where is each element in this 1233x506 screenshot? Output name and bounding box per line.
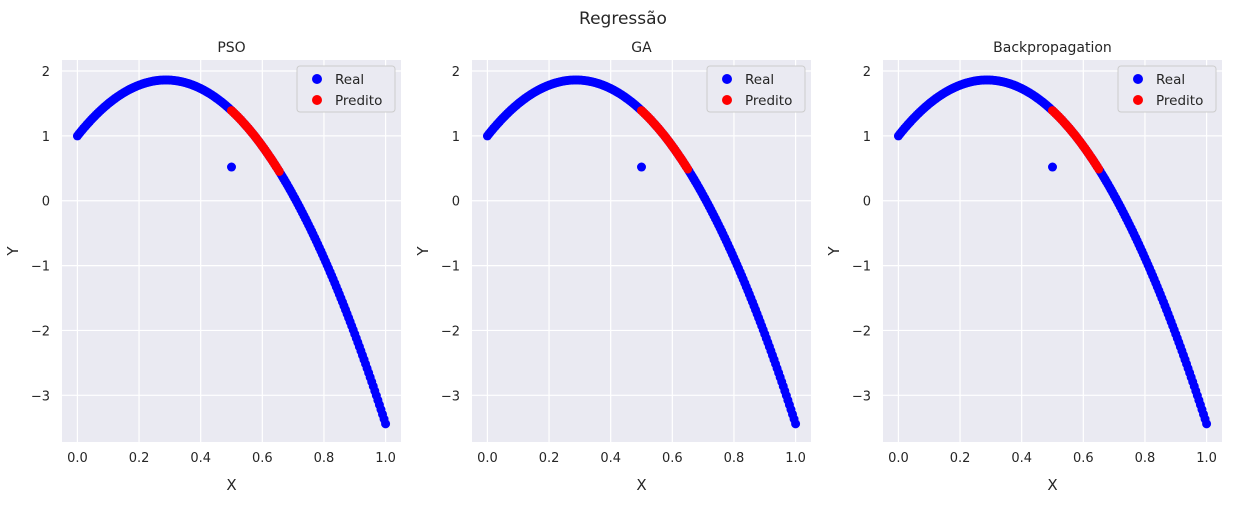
x-axis-label: X (226, 476, 236, 494)
data-point-real (637, 162, 646, 172)
series-real (893, 75, 1212, 429)
legend: Real Predito (1117, 65, 1217, 113)
figure-suptitle: Regressão (579, 9, 667, 29)
x-tick-label: 0.4 (1011, 451, 1032, 466)
series-predito (637, 106, 693, 174)
y-tick-label: −3 (852, 389, 871, 404)
series-predito (1048, 106, 1104, 174)
y-tick-label: −2 (31, 324, 50, 339)
x-tick-label: 0.0 (477, 451, 498, 466)
legend-marker-predito (312, 95, 322, 105)
legend-marker-predito (1133, 95, 1143, 105)
y-tick-label: 0 (863, 195, 871, 210)
x-tick-label: 0.2 (129, 451, 150, 466)
legend: Real Predito (296, 65, 396, 113)
y-tick-label: 1 (452, 130, 460, 145)
x-tick-label: 0.6 (252, 451, 273, 466)
plot-area (883, 60, 1222, 442)
x-axis-label: X (636, 476, 646, 494)
y-tick-label: −2 (441, 324, 460, 339)
legend-marker-predito (722, 95, 732, 105)
y-tick-label: −3 (31, 389, 50, 404)
data-point-predito (274, 166, 284, 176)
chart-title: GA (631, 40, 652, 56)
chart-panel-ga: 0.0 0.2 0.4 0.6 0.8 1.0 −3 −2 −1 0 1 2 GA X Y Real Predi… (414, 40, 811, 494)
x-tick-label: 0.4 (190, 451, 211, 466)
data-point-real (791, 419, 801, 429)
x-tick-label: 1.0 (1196, 451, 1217, 466)
legend-label-real: Real (745, 72, 774, 88)
plot-area (472, 60, 811, 442)
data-point-real (1202, 419, 1212, 429)
x-tick-label: 0.8 (1135, 451, 1156, 466)
x-tick-label: 0.2 (950, 451, 971, 466)
y-tick-label: −1 (31, 260, 50, 275)
x-tick-label: 0.6 (662, 451, 683, 466)
y-tick-label: 2 (863, 65, 871, 80)
y-tick-label: 1 (863, 130, 871, 145)
x-tick-label: 1.0 (375, 451, 396, 466)
data-point-predito (1094, 164, 1104, 174)
y-tick-label: −1 (441, 260, 460, 275)
legend-label-predito: Predito (1156, 93, 1203, 109)
data-point-predito (683, 164, 693, 174)
x-tick-label: 0.4 (600, 451, 621, 466)
legend-label-real: Real (1156, 72, 1185, 88)
plot-area (62, 60, 401, 442)
x-tick-label: 0.0 (67, 451, 88, 466)
y-tick-label: 1 (42, 130, 50, 145)
y-tick-label: −3 (441, 389, 460, 404)
y-tick-label: −2 (852, 324, 871, 339)
legend-label-predito: Predito (745, 93, 792, 109)
y-tick-label: 2 (42, 65, 50, 80)
data-point-real (1048, 162, 1057, 172)
chart-title: Backpropagation (993, 40, 1112, 56)
data-point-real (227, 162, 236, 172)
series-predito (227, 106, 284, 176)
legend: Real Predito (706, 65, 806, 113)
chart-panel-backpropagation: 0.0 0.2 0.4 0.6 0.8 1.0 −3 −2 −1 0 1 2 Backpropagati… (825, 40, 1222, 494)
x-tick-label: 0.8 (314, 451, 335, 466)
x-tick-label: 1.0 (785, 451, 806, 466)
legend-marker-real (312, 74, 322, 84)
y-axis-label: Y (825, 246, 843, 257)
x-tick-label: 0.8 (724, 451, 745, 466)
y-axis-label: Y (414, 246, 432, 257)
chart-panel-pso: 0.0 0.2 0.4 0.6 0.8 1.0 −3 −2 −1 0 1 2 PSO X Y Real Pred… (4, 40, 401, 494)
legend-label-predito: Predito (335, 93, 382, 109)
x-tick-label: 0.0 (888, 451, 909, 466)
y-axis-label: Y (4, 246, 22, 257)
x-tick-label: 0.2 (539, 451, 560, 466)
y-tick-label: 0 (452, 195, 460, 210)
legend-marker-real (722, 74, 732, 84)
x-tick-label: 0.6 (1073, 451, 1094, 466)
y-tick-label: 2 (452, 65, 460, 80)
legend-marker-real (1133, 74, 1143, 84)
y-tick-label: −1 (852, 260, 871, 275)
y-tick-label: 0 (42, 195, 50, 210)
x-axis-label: X (1047, 476, 1057, 494)
data-point-real (381, 419, 391, 429)
legend-label-real: Real (335, 72, 364, 88)
chart-title: PSO (217, 40, 245, 56)
panels: 0.0 0.2 0.4 0.6 0.8 1.0 −3 −2 −1 0 1 2 PSO X Y Real Pred… (4, 40, 1222, 494)
